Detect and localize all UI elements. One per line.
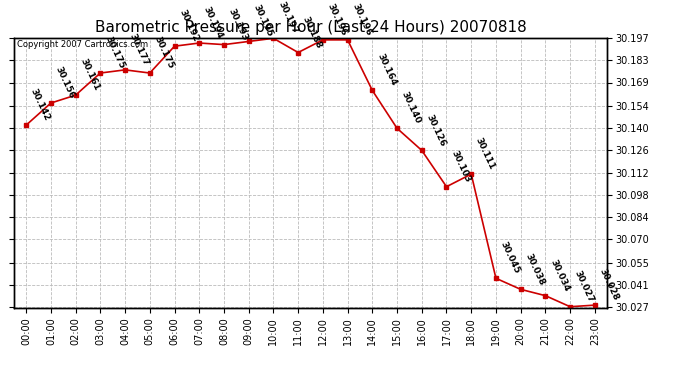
Text: 30.142: 30.142 [29, 87, 52, 122]
Text: 30.196: 30.196 [351, 2, 373, 37]
Text: 30.045: 30.045 [499, 240, 522, 276]
Text: 30.038: 30.038 [524, 252, 546, 286]
Text: 30.177: 30.177 [128, 32, 150, 67]
Text: 30.197: 30.197 [276, 0, 299, 36]
Text: Copyright 2007 Cartronics.com: Copyright 2007 Cartronics.com [17, 40, 148, 49]
Title: Barometric Pressure per Hour (Last 24 Hours) 20070818: Barometric Pressure per Hour (Last 24 Ho… [95, 20, 526, 35]
Text: 30.175: 30.175 [152, 35, 175, 70]
Text: 30.192: 30.192 [177, 8, 200, 44]
Text: 30.175: 30.175 [103, 35, 126, 70]
Text: 30.194: 30.194 [202, 5, 225, 40]
Text: 30.161: 30.161 [79, 57, 101, 92]
Text: 30.195: 30.195 [251, 3, 274, 39]
Text: 30.027: 30.027 [573, 269, 595, 304]
Text: 30.140: 30.140 [400, 90, 422, 126]
Text: 30.156: 30.156 [54, 65, 77, 100]
Text: 30.193: 30.193 [227, 7, 250, 42]
Text: 30.034: 30.034 [548, 258, 571, 293]
Text: 30.196: 30.196 [326, 2, 348, 37]
Text: 30.126: 30.126 [424, 112, 447, 148]
Text: 30.028: 30.028 [598, 267, 620, 302]
Text: 30.111: 30.111 [474, 136, 497, 171]
Text: 30.164: 30.164 [375, 53, 398, 88]
Text: 30.103: 30.103 [449, 149, 472, 184]
Text: 30.188: 30.188 [301, 15, 324, 50]
